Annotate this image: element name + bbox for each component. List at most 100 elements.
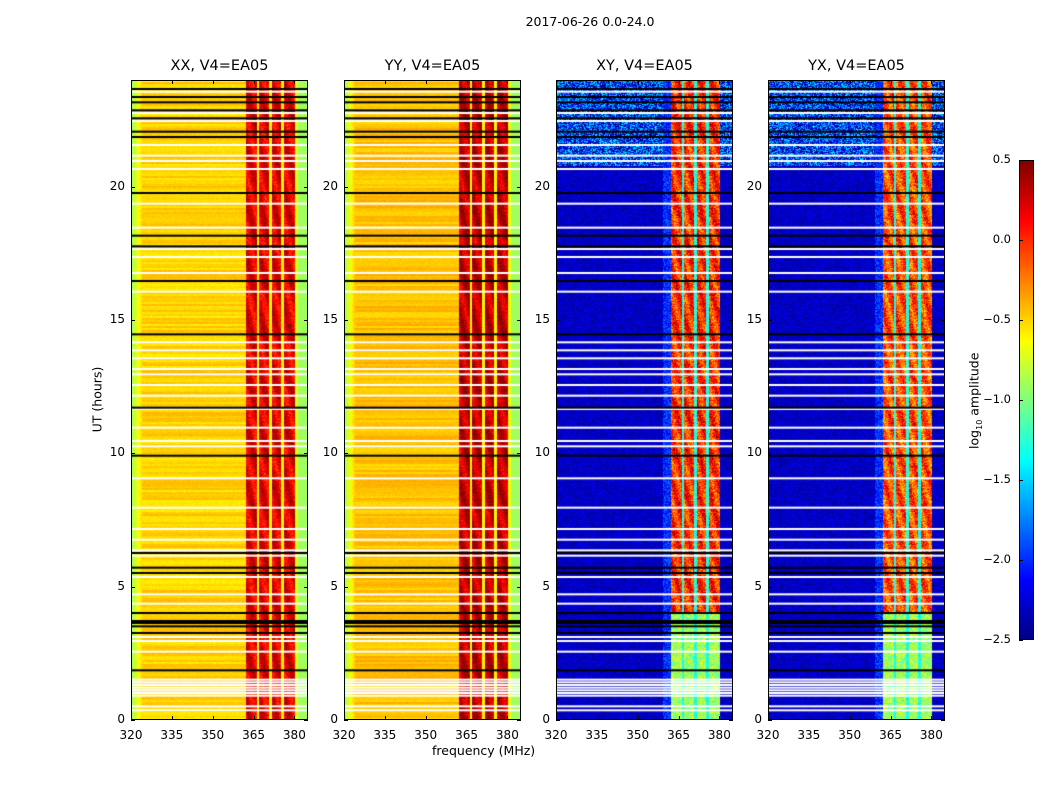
y-tick-mark [304,586,308,588]
colorbar-tick-mark [1019,640,1023,641]
x-tick-mark [719,716,721,720]
y-tick-label: 0 [542,712,550,726]
colorbar-tick-label: −2.5 [983,632,1011,646]
x-tick-mark [931,716,933,720]
colorbar-tick-mark [1019,240,1023,241]
x-tick-label: 365 [455,728,478,742]
y-tick-mark [768,453,772,455]
x-tick-label: 335 [373,728,397,742]
y-tick-mark [729,720,733,721]
x-tick-mark [768,716,769,720]
x-tick-mark [253,716,255,720]
y-tick-label: 20 [534,178,550,193]
heatmap-image [344,80,521,720]
x-tick-label: 350 [414,728,438,742]
x-tick-mark [507,716,509,720]
y-tick-mark [131,186,135,188]
colorbar-tick-label: −0.5 [983,312,1011,326]
x-tick-mark [596,716,598,720]
heatmap-panel-yx: YX, V4=EA05 320 335 350 365 380 0 5 10 15 20 [747,58,945,742]
axes-frame [344,80,521,720]
y-tick-label: 10 [322,445,338,460]
x-tick-label: 350 [626,728,650,742]
y-tick-mark [344,186,348,188]
x-tick-label: 350 [201,728,225,742]
y-tick-label: 10 [109,445,125,460]
x-tick-mark [678,716,680,720]
y-tick-label: 0 [117,712,125,726]
y-tick-mark [768,586,772,588]
x-tick-label: 335 [797,728,821,742]
y-tick-mark [729,186,733,188]
y-tick-mark [556,186,560,188]
y-tick-mark [517,186,521,188]
y-tick-mark [768,320,772,321]
y-tick-mark [941,186,945,188]
x-tick-label: 380 [919,728,943,742]
x-tick-mark [171,80,173,84]
x-tick-mark [425,80,427,84]
y-tick-mark [517,320,521,321]
y-tick-label: 5 [330,578,338,593]
x-tick-label: 320 [119,728,143,742]
y-tick-mark [729,453,733,455]
colorbar-tick-label: −1.5 [983,472,1011,486]
x-tick-mark [425,716,427,720]
colorbar-label: log10 amplitude [966,352,984,449]
x-tick-mark [294,716,296,720]
y-tick-mark [556,586,560,588]
x-tick-label: 320 [544,728,568,742]
x-tick-mark [466,716,468,720]
y-tick-label: 15 [322,312,338,326]
y-tick-label: 15 [109,312,125,326]
colorbar-tick-label: 0.5 [992,152,1011,166]
colorbar-tick-mark [1019,480,1023,481]
x-tick-mark [131,716,132,720]
y-tick-label: 20 [109,178,125,193]
x-tick-mark [253,80,255,84]
x-tick-mark [678,80,680,84]
y-tick-mark [131,720,135,721]
x-tick-mark [212,80,214,84]
colorbar-tick-mark [1019,400,1023,401]
x-tick-label: 365 [667,728,690,742]
y-tick-mark [517,453,521,455]
colorbar: 0.5 0.0 −0.5 −1.0 −1.5 −2.0 −2.5 [983,152,1034,646]
x-tick-label: 365 [242,728,265,742]
y-tick-mark [304,320,308,321]
y-axis-label: UT (hours) [89,366,105,433]
x-tick-mark [931,80,933,84]
x-tick-label: 380 [707,728,731,742]
x-tick-mark [507,80,509,84]
x-axis-label: frequency (MHz) [432,743,536,758]
heatmap-panel-xy: XY, V4=EA05 320 335 350 365 380 0 5 10 15 20 [535,58,733,742]
x-tick-label: 335 [160,728,184,742]
y-tick-mark [556,453,560,455]
figure-title: 2017-06-26 0.0-24.0 [525,14,655,29]
y-tick-mark [131,453,135,455]
x-tick-mark [344,80,345,84]
y-tick-mark [304,453,308,455]
y-tick-label: 5 [117,578,125,593]
panel-title: YY, V4=EA05 [384,58,481,74]
x-tick-mark [556,716,557,720]
y-tick-mark [131,586,135,588]
y-tick-label: 20 [322,178,338,193]
y-tick-mark [344,720,348,721]
x-tick-mark [808,716,810,720]
y-tick-mark [517,720,521,721]
colorbar-gradient [1019,160,1034,640]
heatmap-image [768,80,945,720]
y-tick-mark [344,586,348,588]
x-tick-label: 380 [282,728,306,742]
x-tick-label: 320 [332,728,356,742]
x-tick-mark [637,80,639,84]
x-tick-mark [768,80,769,84]
colorbar-tick-mark [1019,560,1023,561]
y-tick-mark [941,453,945,455]
y-tick-label: 15 [534,312,550,326]
y-tick-mark [729,320,733,321]
y-tick-label: 5 [542,578,550,593]
y-tick-mark [941,720,945,721]
y-tick-mark [941,586,945,588]
